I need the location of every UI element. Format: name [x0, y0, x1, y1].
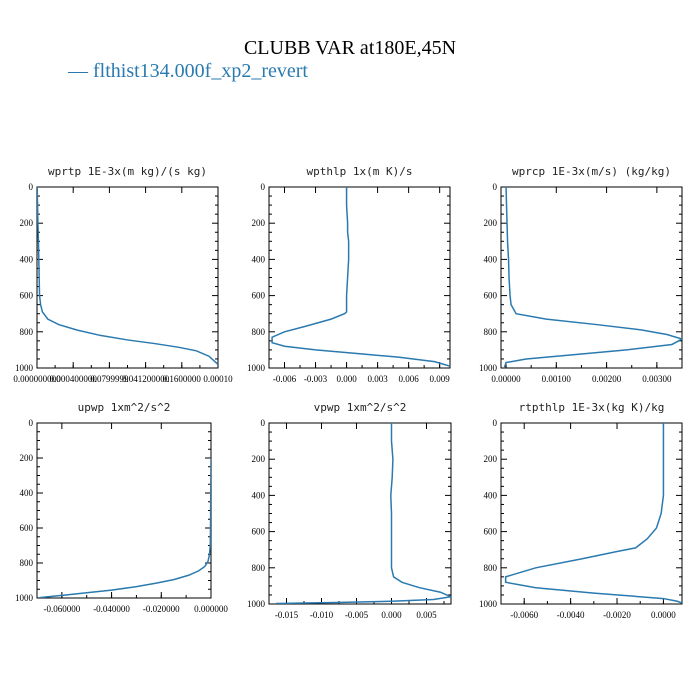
- plot-frame: [36, 186, 219, 369]
- x-tick-label: 0.006: [399, 374, 420, 384]
- y-tick-label: 800: [484, 563, 498, 573]
- y-tick-label: 600: [20, 291, 34, 301]
- series-line: [271, 187, 450, 367]
- y-tick-label: 1000: [247, 599, 266, 609]
- x-tick-label: -0.040000: [93, 604, 130, 614]
- y-tick-label: 400: [252, 490, 266, 500]
- series-line: [504, 423, 682, 604]
- x-tick-label: -0.006: [273, 374, 297, 384]
- x-tick-label: 0.005: [416, 610, 437, 620]
- y-tick-label: 1000: [15, 363, 34, 373]
- x-tick-label: 0.000: [381, 610, 402, 620]
- panels: wprtp 1E-3x(m kg)/(s kg) 0 200 400 600 800 100…: [13, 165, 683, 620]
- panel-title: vpwp 1xm^2/s^2: [314, 401, 407, 414]
- y-tick-label: 0: [493, 418, 498, 428]
- y-tick-label: 800: [484, 327, 498, 337]
- plot-frame: [268, 422, 452, 605]
- x-tick-label: -0.010: [310, 610, 334, 620]
- x-tick-label: -0.003: [304, 374, 328, 384]
- x-tick-label: 0.00200: [592, 374, 622, 384]
- y-tick-label: 400: [20, 254, 34, 264]
- panel-title: rtpthlp 1E-3x(kg K)/kg: [519, 401, 665, 414]
- y-tick-label: 600: [20, 523, 34, 533]
- panel-1: wprtp 1E-3x(m kg)/(s kg) 0 200 400 600 800 100…: [13, 165, 233, 384]
- y-tick-label: 600: [484, 291, 498, 301]
- x-tick-label: 0.009: [430, 374, 451, 384]
- x-tick-label: 0.1600000: [163, 374, 202, 384]
- panel-5: vpwp 1xm^2/s^2 0 200 400 600 800 1000 -0.015 -0.…: [247, 401, 452, 620]
- y-tick-label: 600: [252, 527, 266, 537]
- y-tick-label: 600: [252, 291, 266, 301]
- x-tick-label: -0.0060: [510, 610, 538, 620]
- panel-title: wprtp 1E-3x(m kg)/(s kg): [48, 165, 207, 178]
- x-tick-label: 0.0000: [651, 610, 676, 620]
- series-line: [275, 423, 451, 604]
- y-tick-label: 200: [20, 218, 34, 228]
- x-tick-label: 0.00000: [491, 374, 521, 384]
- panel-title: upwp 1xm^2/s^2: [78, 401, 171, 414]
- plot-frame: [500, 422, 683, 605]
- panel-6: rtpthlp 1E-3x(kg K)/kg 0 200 400 600 800 1000 -…: [479, 401, 683, 620]
- x-tick-label: 0.041200000: [122, 374, 170, 384]
- x-tick-label: 0.00300: [642, 374, 672, 384]
- y-tick-label: 1000: [479, 599, 498, 609]
- y-tick-label: 400: [252, 254, 266, 264]
- y-tick-label: 800: [20, 558, 34, 568]
- x-tick-label: 0.000000000: [13, 374, 61, 384]
- y-tick-label: 200: [484, 454, 498, 464]
- series-line: [37, 187, 218, 365]
- y-tick-label: 1000: [247, 363, 266, 373]
- y-tick-label: 400: [484, 254, 498, 264]
- x-tick-label: -0.0040: [557, 610, 585, 620]
- y-tick-label: 400: [20, 488, 34, 498]
- x-tick-label: 0.000000: [194, 604, 228, 614]
- y-tick-label: 0: [29, 418, 34, 428]
- y-tick-label: 400: [484, 490, 498, 500]
- figure-title: CLUBB VAR at180E,45N: [244, 37, 456, 59]
- x-tick-label: 0.0799999: [90, 374, 129, 384]
- plot-frame: [268, 186, 451, 369]
- x-tick-label: 0.00100: [542, 374, 572, 384]
- y-tick-label: 200: [20, 453, 34, 463]
- plot-frame: [36, 422, 212, 599]
- series-line: [39, 457, 211, 598]
- y-tick-label: 800: [252, 327, 266, 337]
- x-tick-label: 0.00010: [203, 374, 233, 384]
- legend-entry: — flthist134.000f_xp2_revert: [67, 60, 308, 82]
- y-tick-label: 200: [484, 218, 498, 228]
- plot-frame: [500, 186, 683, 369]
- x-tick-label: -0.020000: [143, 604, 180, 614]
- panel-4: upwp 1xm^2/s^2 0 200 400 600 800 1000 -0.060000…: [15, 401, 228, 614]
- y-tick-label: 1000: [15, 593, 34, 603]
- panel-2: wpthlp 1x(m K)/s 0 200 400 600 800 1000 -0.006-…: [247, 165, 451, 384]
- series-line: [503, 187, 682, 368]
- x-tick-label: -0.005: [345, 610, 369, 620]
- y-tick-label: 0: [261, 418, 266, 428]
- panel-title: wpthlp 1x(m K)/s: [307, 165, 413, 178]
- y-tick-label: 200: [252, 454, 266, 464]
- x-tick-label: 0.000400000: [50, 374, 98, 384]
- x-tick-label: -0.060000: [43, 604, 80, 614]
- y-tick-label: 0: [493, 182, 498, 192]
- x-tick-label: -0.0020: [603, 610, 631, 620]
- y-tick-label: 200: [252, 218, 266, 228]
- x-tick-label: 0.000: [336, 374, 357, 384]
- y-tick-label: 800: [20, 327, 34, 337]
- x-tick-label: 0.003: [367, 374, 388, 384]
- panel-3: wprcp 1E-3x(m/s) (kg/kg) 0 200 400 600 800 100…: [479, 165, 683, 384]
- y-tick-label: 1000: [479, 363, 498, 373]
- x-tick-label: -0.015: [275, 610, 299, 620]
- y-tick-label: 0: [261, 182, 266, 192]
- y-tick-label: 800: [252, 563, 266, 573]
- panel-title: wprcp 1E-3x(m/s) (kg/kg): [512, 165, 671, 178]
- y-tick-label: 600: [484, 527, 498, 537]
- y-tick-label: 0: [29, 182, 34, 192]
